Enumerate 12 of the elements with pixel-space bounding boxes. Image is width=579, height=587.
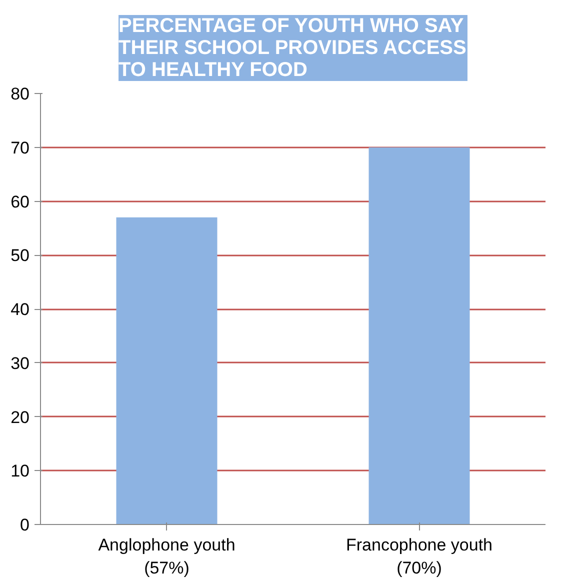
y-tick-label: 80 bbox=[10, 84, 30, 104]
x-tick-label: Anglophone youth (57%) bbox=[98, 536, 236, 578]
x-tick-label: Francophone youth (70%) bbox=[346, 536, 493, 578]
chart-title: PERCENTAGE OF YOUTH WHO SAY THEIR SCHOOL PROVIDES ACCESS TO HEALTHY FOOD bbox=[118, 15, 466, 81]
y-tick-label: 60 bbox=[10, 192, 30, 212]
y-tick-label: 40 bbox=[10, 300, 30, 319]
y-tick-label: 30 bbox=[10, 354, 30, 373]
y-tick-label: 0 bbox=[20, 516, 30, 534]
y-tick-label: 70 bbox=[10, 138, 30, 158]
y-tick-label: 20 bbox=[10, 408, 30, 427]
y-tick-label: 10 bbox=[10, 462, 30, 481]
y-tick-label: 50 bbox=[10, 246, 30, 266]
